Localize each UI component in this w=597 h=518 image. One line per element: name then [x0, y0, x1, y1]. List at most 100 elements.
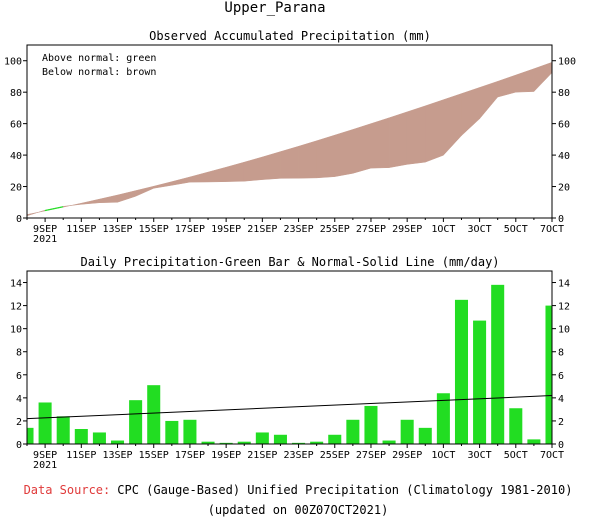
x-tick-label: 25SEP	[320, 224, 350, 235]
x-tick-label: 1OCT	[431, 450, 455, 461]
daily-bar	[111, 440, 125, 444]
x-tick-label: 21SEP	[247, 450, 277, 461]
normal-daily-line	[26, 395, 553, 420]
x-tick-label: 1OCT	[431, 224, 455, 235]
daily-bar	[255, 432, 269, 444]
y-tick-label-right: 20	[558, 183, 570, 194]
x-tick-label: 27SEP	[356, 450, 386, 461]
y-tick-label-right: 100	[558, 57, 576, 68]
x-tick-label: 9SEP	[33, 224, 57, 235]
y-tick-label-right: 12	[558, 302, 570, 313]
daily-bar	[382, 440, 396, 444]
y-tick-label-right: 14	[558, 279, 570, 290]
x-tick-label: 23SEP	[283, 224, 313, 235]
y-tick-label-right: 6	[558, 371, 564, 382]
x-tick-label: 3OCT	[468, 450, 492, 461]
accumulated-gap-segment	[62, 202, 82, 208]
daily-bar	[454, 299, 468, 444]
accumulated-gap-segment	[370, 117, 390, 169]
accumulated-gap-segment	[443, 93, 462, 156]
daily-bar	[364, 405, 378, 444]
y-tick-label-left: 0	[16, 440, 22, 451]
legend-below-normal: Below normal: brown	[42, 67, 156, 78]
y-tick-label-right: 4	[558, 394, 564, 405]
daily-bar	[545, 305, 552, 444]
x-tick-label: 15SEP	[139, 224, 169, 235]
y-tick-label-right: 40	[558, 151, 570, 162]
daily-bar	[310, 441, 324, 444]
y-tick-label-left: 6	[16, 371, 22, 382]
y-tick-label-left: 60	[10, 120, 22, 131]
daily-bar	[219, 442, 233, 444]
daily-bar	[273, 434, 287, 444]
y-tick-label-left: 14	[10, 279, 22, 290]
footer-updated: (updated on 00Z07OCT2021)	[208, 503, 389, 517]
x-tick-label: 7OCT	[540, 224, 564, 235]
x-tick-label: 27SEP	[356, 224, 386, 235]
y-tick-label-left: 100	[4, 57, 22, 68]
accumulated-gap-segment	[189, 171, 209, 183]
daily-bar	[129, 400, 143, 444]
daily-bar	[92, 432, 106, 444]
accumulated-gap-segment	[207, 166, 227, 183]
y-tick-label-right: 0	[558, 440, 564, 451]
x-tick-label: 15SEP	[139, 450, 169, 461]
legend-above-normal: Above normal: green	[42, 53, 156, 64]
x-tick-label: 25SEP	[320, 450, 350, 461]
y-tick-label-left: 40	[10, 151, 22, 162]
daily-bar	[292, 442, 306, 444]
accumulated-chart-title: Observed Accumulated Precipitation (mm)	[149, 29, 431, 43]
daily-bar	[527, 439, 541, 444]
daily-bar	[509, 408, 523, 444]
accumulated-gap-segment	[153, 181, 173, 189]
accumulated-area-fill	[26, 61, 553, 217]
daily-bar	[237, 441, 251, 444]
x-tick-label: 13SEP	[102, 224, 132, 235]
accumulated-gap-segment	[425, 99, 444, 163]
daily-bar	[436, 393, 450, 444]
accumulated-gap-segment	[81, 198, 100, 205]
x-tick-label: 19SEP	[211, 224, 241, 235]
accumulated-gap-segment	[243, 156, 263, 182]
x-tick-label: 11SEP	[66, 450, 96, 461]
daily-bar	[328, 434, 342, 444]
daily-bar	[400, 419, 414, 444]
x-tick-label: 7OCT	[540, 450, 564, 461]
footer-source-text: CPC (Gauge-Based) Unified Precipitation …	[117, 483, 572, 497]
daily-bar	[491, 284, 505, 444]
daily-bar	[346, 419, 360, 444]
y-tick-label-left: 4	[16, 394, 22, 405]
accumulated-gap-segment	[117, 190, 136, 203]
daily-bar	[418, 427, 432, 444]
accumulated-gap-segment	[497, 74, 517, 98]
y-tick-label-right: 0	[558, 214, 564, 225]
x-tick-label: 13SEP	[102, 450, 132, 461]
daily-bar	[74, 429, 88, 444]
y-tick-label-left: 0	[16, 214, 22, 225]
accumulated-gap-segment	[280, 145, 299, 179]
y-tick-label-right: 2	[558, 417, 564, 428]
x-tick-label: 19SEP	[211, 450, 241, 461]
daily-bar	[473, 320, 487, 444]
y-tick-label-right: 10	[558, 325, 570, 336]
figure-title: Upper_Parana	[224, 0, 325, 16]
daily-bars	[26, 284, 553, 444]
x-tick-label: 29SEP	[392, 450, 422, 461]
x-year-label: 2021	[33, 234, 57, 245]
accumulated-gap-segment	[388, 111, 408, 168]
accumulated-gap-segment	[515, 68, 535, 93]
accumulated-gap-segment	[406, 105, 426, 165]
x-tick-label: 17SEP	[175, 224, 205, 235]
y-tick-label-left: 8	[16, 348, 22, 359]
accumulated-gap-segment	[334, 129, 354, 177]
footer-source: Data Source: CPC (Gauge-Based) Unified Pr…	[24, 483, 573, 497]
daily-bar	[183, 419, 197, 444]
accumulated-gap-segment	[461, 87, 480, 137]
y-tick-label-left: 80	[10, 88, 22, 99]
x-tick-label: 23SEP	[283, 450, 313, 461]
y-tick-label-left: 2	[16, 417, 22, 428]
daily-chart-title: Daily Precipitation-Green Bar & Normal-S…	[80, 255, 499, 269]
daily-bar	[56, 416, 70, 444]
accumulated-gap-segment	[99, 194, 118, 204]
